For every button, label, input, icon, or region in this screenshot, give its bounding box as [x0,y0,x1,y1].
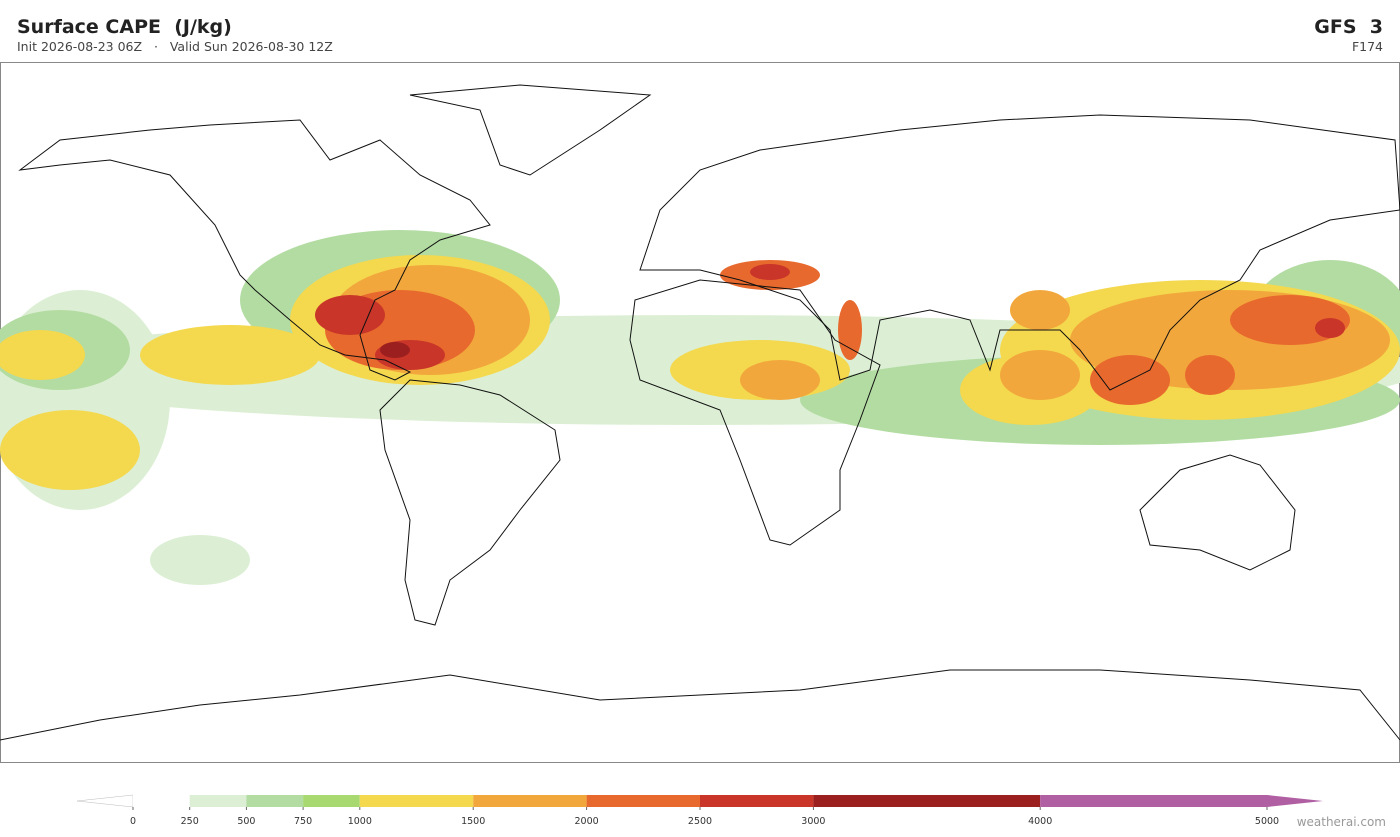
colorbar-tick-label: 3000 [801,816,825,827]
colorbar-segment [700,795,814,807]
map [0,62,1400,763]
colorbar-segment [359,795,474,807]
colorbar-tick-label: 750 [294,816,312,827]
colorbar-over [1267,795,1323,807]
colorbar-segment [133,795,190,807]
colorbar-segment [586,795,700,807]
coastlines [0,84,1400,741]
colorbar-tick-label: 5000 [1255,816,1279,827]
colorbar-segment [303,795,360,807]
colorbar-tick-label: 500 [237,816,255,827]
colorbar-segment [1040,795,1267,807]
colorbar-tick-label: 250 [181,816,199,827]
colorbar: 0 250 500 750 1000 1500 2000 2500 3000 4000 5000 [76,794,1323,827]
colorbar-segment [473,795,587,807]
colorbar-segment [246,795,304,807]
colorbar-tick-label: 4000 [1028,816,1052,827]
colorbar-tick-label: 2000 [575,816,599,827]
colorbar-tick-label: 1000 [348,816,372,827]
forecast-hour: F174 [1351,39,1383,54]
colorbar-segment [189,795,247,807]
colorbar-tick-label: 2500 [688,816,712,827]
model-name: GFS 3 [1314,16,1383,38]
colorbar-tick-label: 0 [130,816,136,827]
colorbar-tick-label: 1500 [461,816,485,827]
colorbar-segment [813,795,1041,807]
map-subtitle: Init 2026-08-23 06Z · Valid Sun 2026-08-… [17,39,333,54]
colorbar-under [76,794,134,808]
map-title: Surface CAPE (J/kg) [17,16,232,38]
watermark: weatherai.com [1296,815,1386,829]
cape-field [0,230,1400,585]
